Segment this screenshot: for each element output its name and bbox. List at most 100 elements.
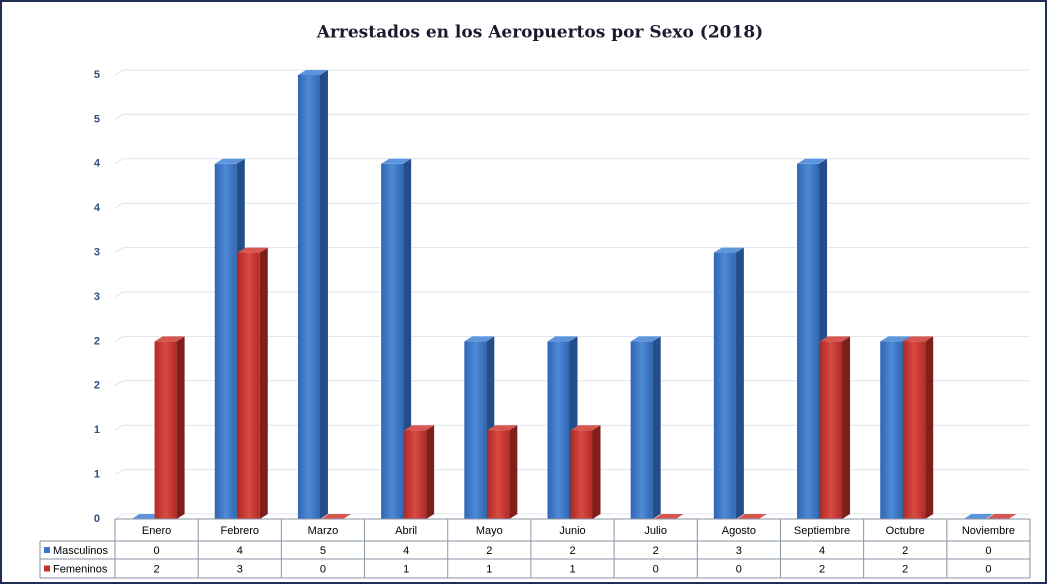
grid-line: [114, 158, 1030, 165]
x-tick-label: Octubre: [886, 525, 925, 537]
bar-face: [154, 341, 177, 519]
x-tick-label: Noviembre: [962, 525, 1015, 537]
bar-face: [903, 336, 934, 342]
legend-label: Masculinos: [53, 545, 109, 557]
bar-face: [426, 425, 435, 519]
bar-face: [381, 158, 412, 164]
bar-face: [487, 430, 510, 519]
table-value: 4: [237, 545, 243, 557]
y-tick-label: 1: [94, 469, 100, 481]
bar-face: [297, 70, 328, 75]
bar-face: [237, 247, 268, 253]
bar: [464, 336, 495, 519]
x-tick-label: Enero: [142, 525, 171, 537]
table-value: 2: [902, 545, 908, 557]
bar-face: [404, 425, 435, 431]
table-value: 2: [486, 545, 492, 557]
grid-line: [114, 113, 1030, 120]
table-value: 4: [819, 545, 825, 557]
y-tick-label: 2: [94, 380, 100, 392]
x-tick-label: Agosto: [722, 525, 756, 537]
y-tick-label: 4: [94, 158, 101, 170]
bar-face: [214, 163, 237, 520]
bar-face: [464, 341, 487, 519]
y-tick-label: 2: [94, 335, 100, 347]
y-tick-label: 5: [94, 69, 100, 81]
bar-face: [592, 425, 601, 519]
bar-face: [214, 158, 245, 164]
bar-face: [925, 336, 934, 519]
bar-face: [653, 514, 684, 519]
y-tick-label: 1: [94, 424, 100, 436]
bar-face: [320, 514, 351, 519]
bar: [653, 514, 684, 519]
x-tick-label: Septiembre: [794, 525, 850, 537]
bar-face: [736, 514, 767, 519]
bar-face: [630, 336, 661, 342]
bar: [736, 514, 767, 519]
bar: [381, 158, 412, 520]
bar-face: [880, 336, 911, 342]
table-value: 2: [902, 563, 908, 575]
bar-face: [404, 430, 427, 519]
bar: [297, 70, 328, 519]
bar-face: [509, 425, 518, 519]
legend-key: [44, 565, 50, 572]
bar: [487, 425, 518, 519]
bar-face: [547, 341, 570, 519]
table-value: 1: [403, 563, 409, 575]
bar-face: [131, 514, 162, 519]
bar: [903, 336, 934, 519]
bar-face: [713, 252, 736, 519]
x-tick-label: Mayo: [476, 525, 503, 537]
bar-face: [903, 341, 926, 519]
table-value: 0: [985, 545, 991, 557]
bar-face: [259, 247, 268, 519]
chart-title: Arrestados en los Aeropuertos por Sexo (…: [316, 23, 763, 43]
bar-face: [570, 430, 593, 519]
x-tick-label: Junio: [559, 525, 585, 537]
legend-label: Femeninos: [53, 563, 108, 575]
bar-face: [797, 163, 820, 520]
bar-face: [797, 158, 828, 164]
bar-face: [237, 252, 260, 519]
table-value: 2: [569, 545, 575, 557]
bar-face: [570, 425, 601, 431]
bar-face: [319, 70, 328, 519]
table-value: 2: [819, 563, 825, 575]
bar-face: [986, 514, 1017, 519]
bar-face: [487, 425, 518, 431]
bar: [986, 514, 1017, 519]
bar-face: [820, 336, 851, 342]
y-tick-label: 4: [94, 202, 101, 214]
legend-key: [44, 547, 50, 553]
bar: [320, 514, 351, 519]
bar: [713, 247, 744, 519]
bar-face: [963, 514, 994, 519]
table-value: 5: [320, 545, 326, 557]
bar: [131, 514, 162, 519]
x-tick-label: Abril: [395, 525, 417, 537]
bar-face: [176, 336, 185, 519]
table-value: 0: [985, 563, 991, 575]
bar: [154, 336, 185, 519]
y-tick-label: 5: [94, 113, 100, 125]
bar-face: [297, 75, 320, 519]
table-value: 0: [320, 563, 326, 575]
table-value: 4: [403, 545, 409, 557]
bar: [570, 425, 601, 519]
bar-face: [842, 336, 851, 519]
bar-face: [381, 163, 404, 520]
bar: [237, 247, 268, 519]
bar: [963, 514, 994, 519]
bar-face: [713, 247, 744, 253]
grid-line: [114, 69, 1030, 76]
bar-face: [880, 341, 903, 519]
bar: [404, 425, 435, 519]
x-tick-label: Julio: [644, 525, 667, 537]
y-tick-label: 0: [94, 513, 100, 525]
table-value: 3: [736, 545, 742, 557]
bar-face: [547, 336, 578, 342]
table-value: 3: [237, 563, 243, 575]
